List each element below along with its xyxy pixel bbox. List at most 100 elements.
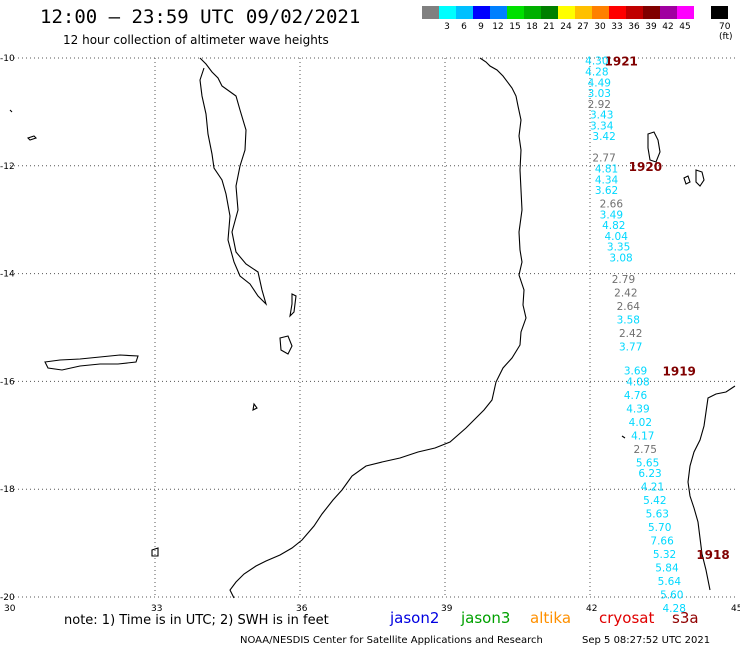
latitude-tick-label: -14 [0, 270, 15, 280]
swh-value: 4.76 [624, 390, 648, 402]
pass-hour-label: 1919 [663, 365, 696, 379]
swh-value: 3.08 [609, 252, 632, 264]
swh-value: 2.77 [592, 153, 615, 165]
scale-tick-label: 6 [461, 22, 467, 32]
scale-tick-label: 21 [543, 22, 555, 32]
scale-tick-label: 27 [577, 22, 589, 32]
swh-value: 4.08 [626, 376, 649, 388]
scale-tick-label: 24 [560, 22, 572, 32]
latitude-tick-label: -18 [0, 485, 15, 495]
scale-swatch [694, 6, 711, 19]
swh-value: 5.60 [660, 589, 683, 601]
pass-hour-label: 1920 [629, 160, 662, 174]
scale-swatch [473, 6, 490, 19]
latitude-tick-label: -20 [0, 593, 15, 603]
scale-tick-label: 36 [628, 22, 640, 32]
swh-value: 4.82 [602, 220, 625, 232]
swh-value: 3.43 [590, 110, 613, 122]
swh-value: 4.39 [626, 403, 649, 415]
coastline-mainland [229, 57, 527, 599]
swh-value: 4.17 [631, 430, 654, 442]
swh-value: 4.34 [595, 174, 619, 186]
island-mayotte [695, 169, 705, 187]
graticule [10, 57, 735, 598]
scale-tick-label: 45 [679, 22, 691, 32]
map-title: 12:00 – 23:59 UTC 09/02/2021 [40, 6, 361, 28]
swh-value: 3.69 [624, 366, 647, 378]
legend-entry-cryosat: cryosat [599, 609, 655, 627]
swh-value: 3.58 [617, 314, 640, 326]
legend-entry-altika: altika [530, 609, 572, 627]
small-lake-beira [151, 547, 159, 557]
legend-entry-s3a: s3a [672, 609, 699, 627]
scale-tick-label: 39 [645, 22, 657, 32]
swh-value: 2.42 [614, 287, 637, 299]
scale-tick-label: 18 [526, 22, 538, 32]
scale-swatch [626, 6, 643, 19]
swh-value: 4.04 [605, 231, 629, 243]
swh-value: 2.64 [617, 301, 641, 313]
swh-value: 2.79 [612, 274, 635, 286]
swh-value: 5.64 [658, 576, 682, 588]
swh-value: 3.49 [600, 209, 623, 221]
scale-tick-label: 3 [444, 22, 450, 32]
swh-value: 3.35 [607, 242, 630, 254]
longitude-tick-label: 42 [586, 604, 597, 614]
swh-value: 2.75 [634, 444, 657, 456]
scale-swatch [541, 6, 558, 19]
longitude-tick-label: 36 [296, 604, 308, 614]
credit-footer: NOAA/NESDIS Center for Satellite Applica… [240, 635, 543, 646]
swh-value: 2.92 [588, 99, 611, 111]
swh-value: 3.62 [595, 185, 618, 197]
island-anjouan [683, 175, 691, 185]
scale-swatch [507, 6, 524, 19]
scale-swatch [609, 6, 626, 19]
scale-tick-label: 33 [611, 22, 623, 32]
longitude-tick-label: 45 [731, 604, 740, 614]
scale-swatch [422, 6, 439, 19]
longitude-tick-label: 39 [441, 604, 453, 614]
longitude-tick-label: 30 [4, 604, 16, 614]
coastline-madagascar [687, 385, 736, 591]
pass-hour-label: 1918 [696, 548, 729, 562]
latitude-labels: -10 -12 -14 -16 -18 -20 [0, 54, 15, 603]
swh-value: 5.70 [648, 522, 671, 534]
scale-swatch [592, 6, 609, 19]
small-lake-north [9, 109, 13, 113]
island-grande-comore [647, 131, 661, 163]
lake-chilwa [279, 335, 293, 355]
scale-tick-label: 12 [492, 22, 504, 32]
scale-tick-label: 42 [662, 22, 674, 32]
swh-value: 5.84 [655, 562, 679, 574]
scale-swatch [575, 6, 592, 19]
small-islet [621, 435, 626, 439]
longitude-tick-label: 33 [151, 604, 162, 614]
pass-hour-label: 1921 [605, 55, 638, 69]
legend-entry-jason2: jason2 [390, 609, 440, 627]
pass-hour-labels: 1921 1920 1919 1918 [605, 55, 730, 562]
swh-value: 3.77 [619, 341, 642, 353]
small-lake-west [26, 135, 38, 141]
longitude-labels: 30 33 36 39 42 45 [4, 604, 740, 614]
scale-swatch [490, 6, 507, 19]
swh-value: 5.42 [643, 495, 666, 507]
swh-value: 4.81 [595, 163, 618, 175]
swh-value: 3.42 [592, 131, 615, 143]
timestamp-footer: Sep 5 08:27:52 UTC 2021 [582, 635, 711, 646]
lake-chiuta [289, 293, 297, 318]
scale-tick-label: 15 [509, 22, 521, 32]
swh-value: 4.49 [588, 77, 611, 89]
swh-value: 5.32 [653, 549, 676, 561]
small-lake-south [252, 402, 258, 411]
swh-value: 3.03 [588, 88, 611, 100]
swh-value: 5.63 [646, 508, 669, 520]
latitude-tick-label: -12 [0, 162, 15, 172]
lake-cahora-bassa [44, 354, 139, 371]
scale-unit: 70 (ft) [719, 22, 733, 42]
latitude-tick-label: -10 [0, 54, 15, 64]
swh-value: 2.42 [619, 328, 642, 340]
scale-swatch [524, 6, 541, 19]
scale-swatch [677, 6, 694, 19]
